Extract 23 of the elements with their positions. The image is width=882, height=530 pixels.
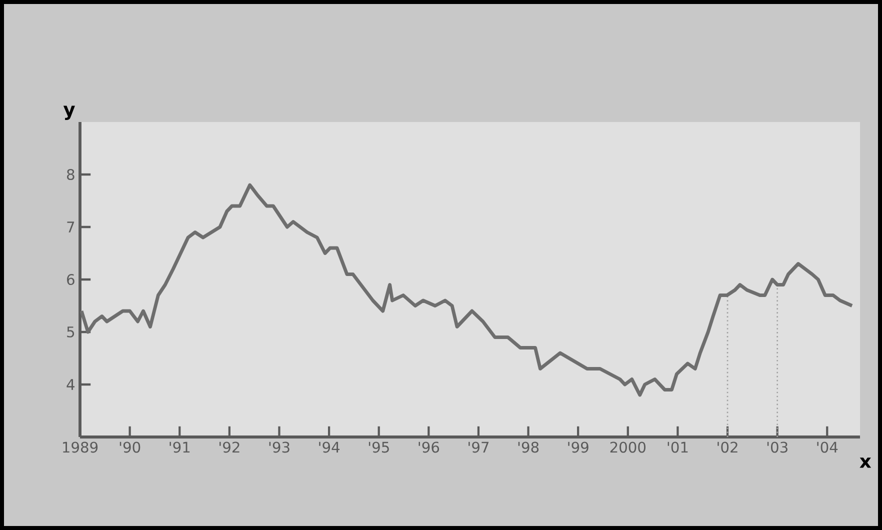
- x-tick-label: '96: [418, 442, 440, 453]
- x-tick-label: '90: [120, 442, 140, 453]
- x-tick-label: '91: [170, 442, 190, 453]
- x-tick-label: '04: [817, 442, 838, 453]
- x-axis-title: x: [860, 458, 872, 468]
- x-tick-label: 2000: [610, 442, 646, 453]
- y-axis-title: y: [63, 106, 75, 120]
- y-tick-label: 4: [66, 379, 74, 390]
- x-tick-label: 1989: [63, 442, 98, 453]
- x-tick-label: '93: [269, 442, 290, 453]
- x-tick-label: '95: [368, 442, 389, 453]
- y-tick-label: 6: [67, 274, 74, 286]
- x-tick-label: '98: [518, 442, 539, 453]
- x-tick-label: '01: [668, 442, 688, 453]
- x-tick-label: '99: [568, 442, 588, 453]
- x-tick-label: '97: [468, 442, 489, 453]
- x-tick-label: '94: [319, 442, 340, 453]
- y-tick-label: 5: [67, 326, 74, 338]
- x-tick-label: '02: [718, 442, 738, 453]
- y-tick-label: 8: [67, 168, 74, 180]
- x-tick-label: '92: [220, 442, 240, 453]
- y-tick-label: 7: [67, 222, 74, 232]
- x-tick-label: '03: [767, 442, 788, 453]
